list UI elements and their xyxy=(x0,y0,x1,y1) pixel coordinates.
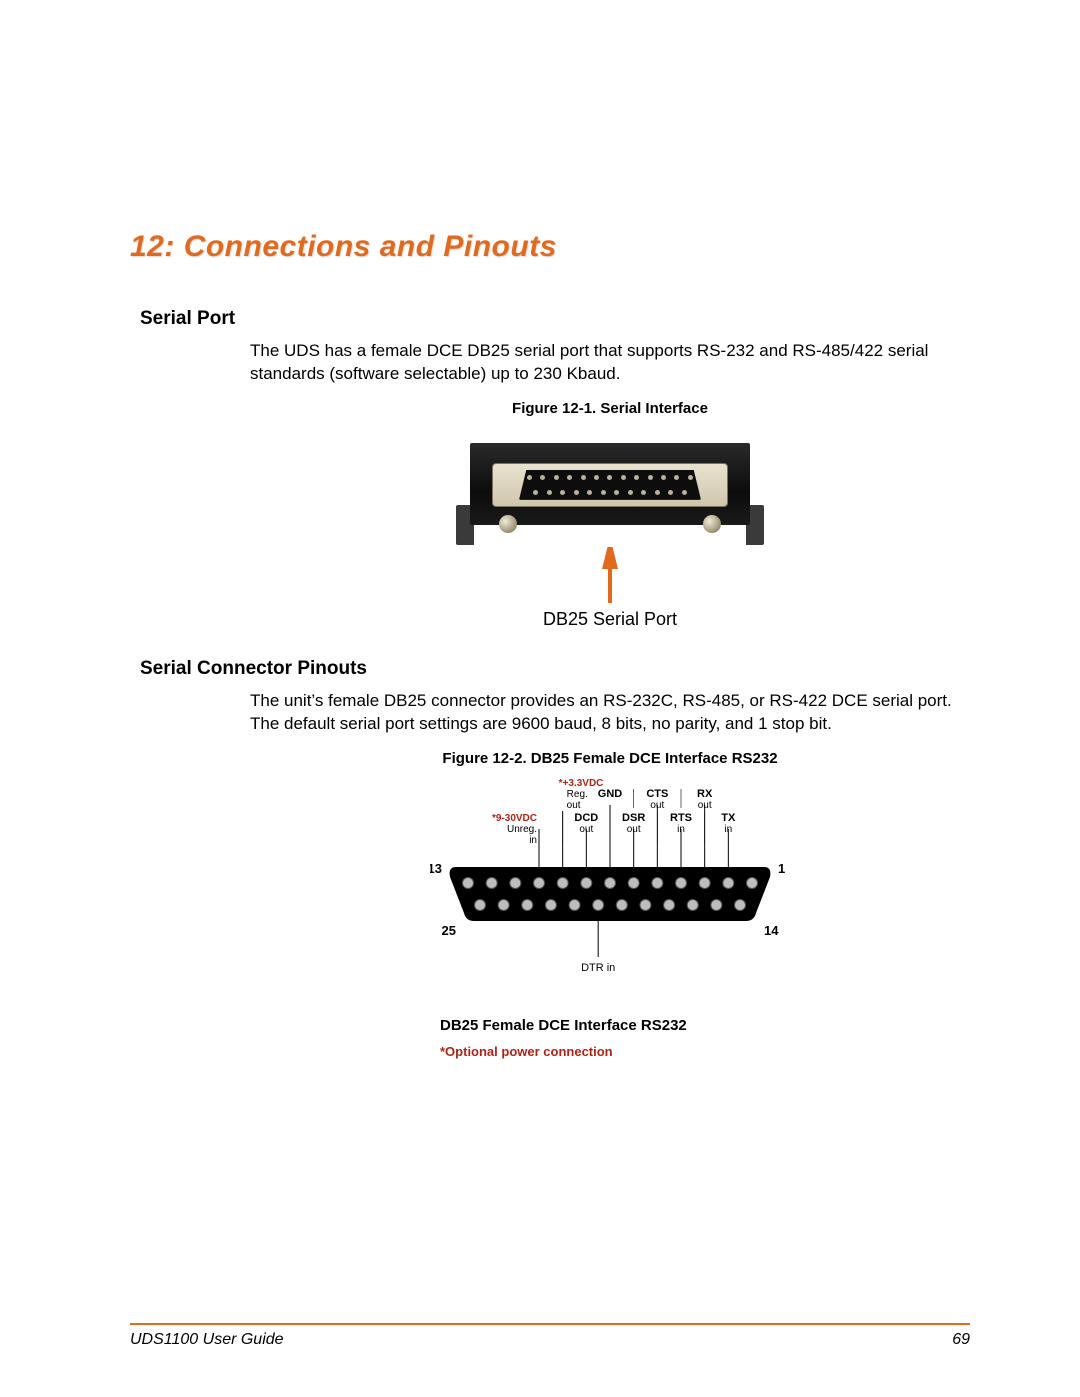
footer-right: 69 xyxy=(952,1331,970,1349)
svg-text:GND: GND xyxy=(598,788,623,800)
svg-text:TX: TX xyxy=(721,812,736,824)
svg-text:DCD: DCD xyxy=(574,812,598,824)
pinout-sub-caption: DB25 Female DCE Interface RS232 xyxy=(440,1017,790,1034)
svg-text:in: in xyxy=(724,824,732,835)
footer-rule xyxy=(130,1323,970,1325)
chapter-title: 12: Connections and Pinouts xyxy=(130,230,970,264)
serial-port-body: The UDS has a female DCE DB25 serial por… xyxy=(250,340,960,386)
footer-left: UDS1100 User Guide xyxy=(130,1331,284,1349)
svg-text:out: out xyxy=(650,800,664,811)
svg-text:Reg.: Reg. xyxy=(567,789,588,800)
optional-power-note: *Optional power connection xyxy=(440,1044,790,1059)
svg-text:out: out xyxy=(698,800,712,811)
figure-12-1: DB25 Serial Port xyxy=(250,425,970,630)
svg-text:out: out xyxy=(567,800,581,811)
svg-text:out: out xyxy=(579,824,593,835)
svg-text:in: in xyxy=(677,824,685,835)
svg-text:RX: RX xyxy=(697,788,713,800)
svg-text:13: 13 xyxy=(430,861,442,876)
svg-text:DTR in: DTR in xyxy=(581,962,615,974)
svg-text:CTS: CTS xyxy=(646,788,668,800)
figure-12-2: 1312514*+3.3VDCReg.outGNDCTSoutRXout*9-3… xyxy=(250,775,970,1059)
svg-text:out: out xyxy=(627,824,641,835)
figure-12-2-caption: Figure 12-2. DB25 Female DCE Interface R… xyxy=(250,750,970,767)
db25-pinout-diagram: 1312514*+3.3VDCReg.outGNDCTSoutRXout*9-3… xyxy=(430,775,790,1005)
db25-photo xyxy=(470,425,750,545)
db25-label: DB25 Serial Port xyxy=(470,609,750,630)
pinouts-body: The unit’s female DB25 connector provide… xyxy=(250,690,960,736)
svg-text:Unreg.: Unreg. xyxy=(507,824,537,835)
svg-text:DSR: DSR xyxy=(622,812,645,824)
svg-text:*9-30VDC: *9-30VDC xyxy=(492,813,537,824)
figure-12-1-caption: Figure 12-1. Serial Interface xyxy=(250,400,970,417)
section-heading-pinouts: Serial Connector Pinouts xyxy=(140,658,970,680)
svg-text:25: 25 xyxy=(442,923,456,938)
arrow-up-icon xyxy=(595,547,625,605)
svg-text:in: in xyxy=(529,835,537,846)
svg-text:RTS: RTS xyxy=(670,812,692,824)
section-heading-serial-port: Serial Port xyxy=(140,308,970,330)
svg-text:14: 14 xyxy=(764,923,779,938)
page-footer: UDS1100 User Guide 69 xyxy=(130,1323,970,1349)
svg-text:1: 1 xyxy=(778,861,785,876)
svg-text:*+3.3VDC: *+3.3VDC xyxy=(559,778,604,789)
